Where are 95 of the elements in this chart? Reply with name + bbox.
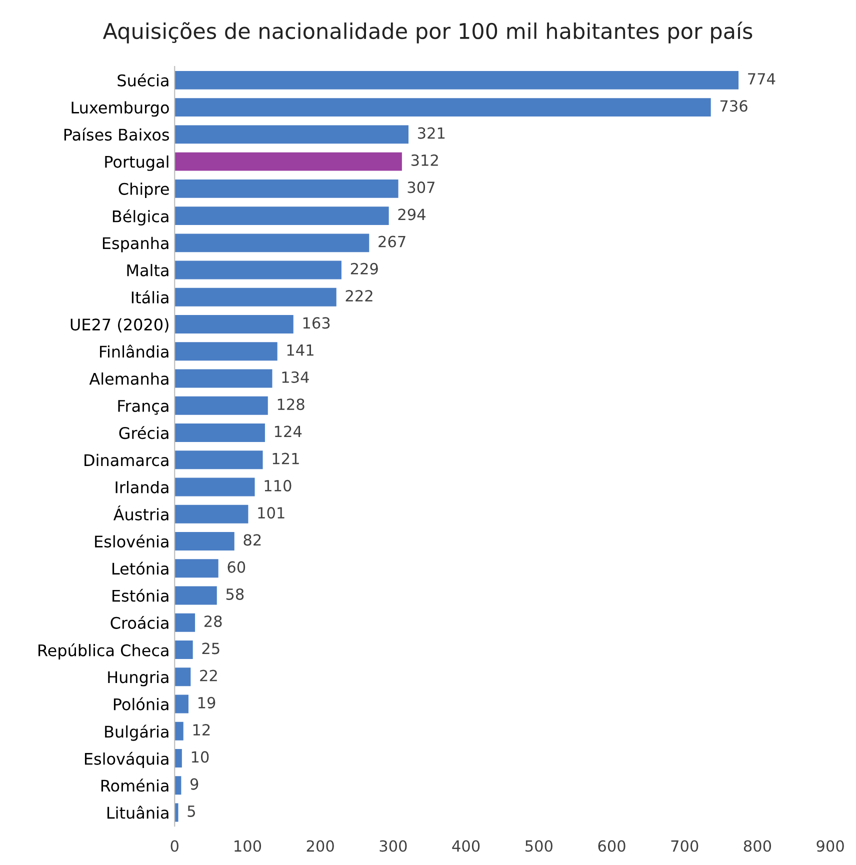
x-tick-label: 700 bbox=[671, 840, 698, 852]
y-tick-label: Áustria bbox=[113, 505, 168, 520]
y-tick-label: Suécia bbox=[118, 73, 168, 86]
bar bbox=[174, 98, 711, 117]
y-tick-label: Eslováquia bbox=[84, 752, 168, 768]
data-label: 124 bbox=[274, 426, 302, 437]
bar bbox=[174, 152, 402, 171]
bar bbox=[174, 776, 182, 795]
x-tick-label: 800 bbox=[744, 840, 772, 852]
data-label: 60 bbox=[228, 561, 246, 573]
bar bbox=[174, 613, 196, 632]
y-tick-label: Portugal bbox=[105, 155, 168, 171]
data-label: 141 bbox=[287, 344, 314, 356]
data-label: 5 bbox=[188, 806, 195, 817]
y-tick-label: Finlândia bbox=[100, 344, 168, 358]
y-tick-label: Croácia bbox=[110, 616, 168, 629]
y-tick-label: Roménia bbox=[101, 778, 168, 792]
bar bbox=[174, 315, 294, 334]
bar bbox=[174, 125, 408, 144]
bar bbox=[174, 396, 268, 415]
bar bbox=[174, 234, 370, 252]
bar bbox=[174, 722, 184, 740]
data-label: 25 bbox=[202, 642, 220, 654]
y-tick-label: Espanha bbox=[102, 236, 168, 252]
data-label: 312 bbox=[411, 154, 438, 166]
x-tick-label: 500 bbox=[526, 840, 552, 852]
y-tick-label: Grécia bbox=[119, 426, 168, 440]
x-tick-label: 100 bbox=[234, 840, 262, 852]
y-tick-label: Dinamarca bbox=[84, 454, 168, 466]
data-label: 82 bbox=[244, 534, 261, 546]
bar bbox=[174, 749, 182, 768]
y-tick-label: Lituânia bbox=[107, 806, 168, 819]
y-tick-label: Malta bbox=[127, 264, 168, 276]
bar bbox=[174, 586, 217, 605]
bar bbox=[174, 478, 255, 496]
bar bbox=[174, 694, 188, 714]
y-tick-label: Eslovénia bbox=[95, 534, 168, 548]
y-tick-label: Países Baixos bbox=[64, 128, 169, 141]
data-label: 134 bbox=[282, 371, 309, 383]
x-tick-label: 900 bbox=[816, 840, 844, 852]
data-label: 28 bbox=[204, 616, 222, 628]
y-tick-label: Bulgária bbox=[105, 724, 168, 741]
y-tick-label: Hungria bbox=[108, 670, 168, 686]
bar bbox=[174, 260, 342, 280]
bar bbox=[174, 288, 336, 306]
bar bbox=[174, 640, 193, 659]
x-tick-label: 0 bbox=[170, 840, 178, 852]
bar bbox=[174, 342, 278, 361]
bar bbox=[174, 504, 248, 524]
bar bbox=[174, 70, 739, 90]
y-tick-label: Polónia bbox=[114, 697, 168, 710]
bar bbox=[174, 532, 234, 550]
bar bbox=[174, 450, 263, 470]
data-label: 267 bbox=[378, 236, 406, 248]
data-label: 12 bbox=[193, 724, 210, 736]
x-tick-label: 600 bbox=[598, 840, 626, 852]
data-label: 101 bbox=[258, 507, 284, 519]
y-tick-label: Luxemburgo bbox=[72, 101, 169, 117]
data-label: 19 bbox=[198, 696, 216, 708]
bar bbox=[174, 206, 389, 226]
data-label: 128 bbox=[278, 398, 304, 410]
bar bbox=[174, 803, 178, 822]
data-label: 307 bbox=[408, 182, 434, 194]
data-label: 121 bbox=[272, 452, 299, 464]
y-tick-label: Chipre bbox=[118, 182, 169, 198]
data-label: 736 bbox=[720, 100, 748, 112]
y-tick-label: República Checa bbox=[38, 643, 168, 660]
y-tick-label: França bbox=[118, 400, 168, 415]
chart-title: Aquisições de nacionalidade por 100 mil habitantes por país bbox=[102, 22, 752, 44]
y-tick-label: Alemanha bbox=[89, 372, 168, 385]
y-tick-label: Irlanda bbox=[116, 480, 168, 494]
data-label: 229 bbox=[350, 262, 378, 274]
y-tick-label: UE27 (2020) bbox=[70, 318, 168, 332]
bar bbox=[174, 369, 272, 388]
data-label: 774 bbox=[748, 73, 776, 84]
x-tick-label: 200 bbox=[306, 840, 334, 852]
bar bbox=[174, 179, 398, 198]
y-tick-label: Itália bbox=[132, 290, 168, 304]
data-label: 9 bbox=[190, 778, 198, 790]
bar bbox=[174, 668, 191, 686]
data-label: 22 bbox=[200, 670, 217, 682]
data-label: 110 bbox=[264, 480, 292, 492]
x-tick-label: 400 bbox=[452, 840, 480, 852]
data-label: 321 bbox=[418, 127, 445, 139]
x-tick-label: 300 bbox=[380, 840, 407, 852]
data-label: 163 bbox=[303, 317, 330, 329]
bar bbox=[174, 559, 218, 578]
data-label: 10 bbox=[192, 751, 209, 763]
y-tick-label: Estónia bbox=[112, 588, 168, 602]
data-label: 294 bbox=[398, 208, 426, 220]
data-label: 222 bbox=[346, 290, 372, 302]
y-tick-label: Letónia bbox=[112, 562, 168, 575]
bar bbox=[174, 424, 265, 442]
y-tick-label: Bélgica bbox=[112, 209, 168, 226]
data-label: 58 bbox=[226, 588, 244, 600]
